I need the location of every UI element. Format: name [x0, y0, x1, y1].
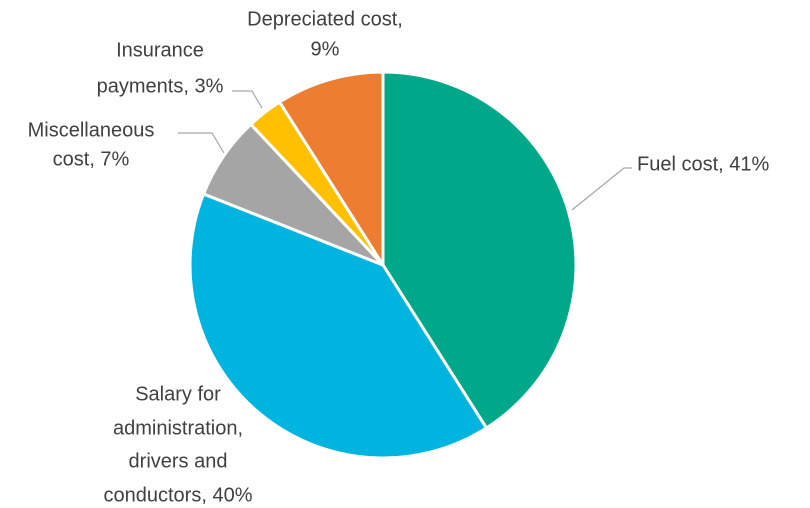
leader-line — [571, 167, 632, 211]
leader-line — [178, 132, 225, 154]
slice-label: conductors, 40% — [104, 484, 253, 506]
pie-slice — [188, 192, 488, 460]
slice-label: Depreciated cost, — [247, 8, 403, 30]
slice-label: drivers and — [129, 450, 228, 472]
slice-label: Fuel cost, 41% — [637, 153, 770, 175]
slice-label: Insurance — [116, 39, 204, 61]
slice-label: cost, 7% — [53, 148, 130, 170]
pie-slice — [278, 70, 385, 267]
slice-label: 9% — [311, 38, 340, 60]
slice-label: Salary for — [135, 383, 221, 405]
slice-label: administration, — [113, 417, 243, 439]
leader-line — [232, 90, 263, 109]
slice-label: payments, 3% — [97, 75, 224, 97]
slice-label: Miscellaneous — [28, 119, 155, 141]
